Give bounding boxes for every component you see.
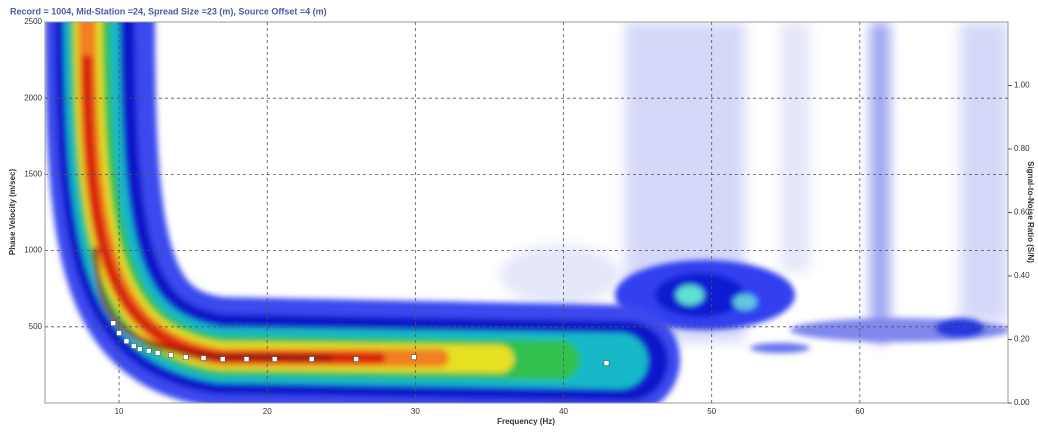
y2-tick-label: 0.40	[1014, 271, 1030, 280]
x-tick-label: 20	[263, 407, 272, 416]
picked-point	[200, 355, 207, 361]
picked-point	[110, 320, 116, 326]
y2-axis-label: Signal-to-Noise Ratio (S/N)	[1026, 161, 1035, 263]
picked-point	[411, 354, 417, 360]
picked-point	[116, 330, 122, 336]
picked-point	[123, 338, 130, 344]
picked-point	[271, 356, 278, 362]
y-tick-label: 1500	[24, 170, 42, 179]
picked-point	[603, 360, 610, 366]
picked-point	[308, 356, 315, 362]
y2-tick-label: 1.00	[1014, 81, 1030, 90]
y2-tick-label: 0.20	[1014, 335, 1030, 344]
y2-tick-label: 0.00	[1014, 398, 1030, 407]
x-axis-label: Frequency (Hz)	[497, 417, 555, 426]
picked-point	[154, 350, 161, 356]
picked-point	[145, 348, 152, 354]
y2-tick-label: 0.80	[1014, 144, 1030, 153]
picked-point	[168, 352, 174, 358]
chart-title: Record = 1004, Mid-Station =24, Spread S…	[10, 6, 327, 16]
x-tick-label: 50	[707, 407, 716, 416]
y-tick-label: 1000	[24, 246, 42, 255]
y-tick-label: 2000	[24, 93, 42, 102]
picked-point	[182, 354, 189, 360]
x-tick-label: 30	[411, 407, 420, 416]
x-tick-label: 60	[855, 407, 864, 416]
picked-point	[131, 343, 137, 349]
dispersion-image	[45, 22, 1008, 403]
picked-point	[220, 356, 226, 362]
picked-point	[137, 346, 143, 352]
picked-point	[243, 356, 250, 362]
y-axis-label: Phase Velocity (m/sec)	[8, 169, 17, 256]
x-tick-label: 10	[115, 407, 124, 416]
x-tick-label: 40	[559, 407, 568, 416]
y-tick-label: 2500	[24, 17, 42, 26]
picked-point	[353, 356, 359, 362]
y2-tick-label: 0.60	[1014, 208, 1030, 217]
y-tick-label: 500	[29, 322, 43, 331]
